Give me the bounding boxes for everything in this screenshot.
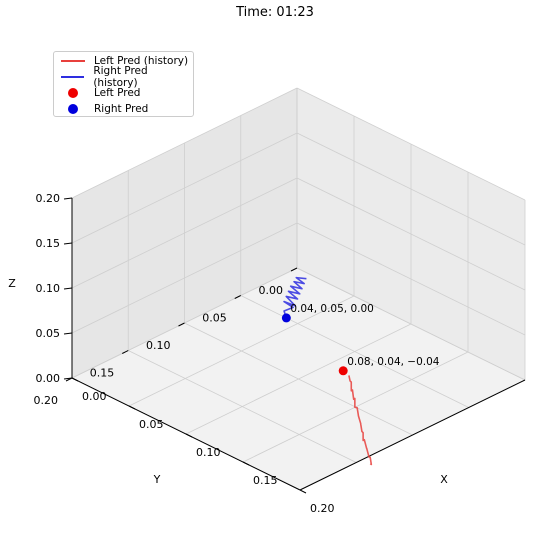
y-tick-mark xyxy=(178,322,185,327)
legend-dot-right xyxy=(68,104,78,114)
z-tick-label: 0.15 xyxy=(36,237,61,250)
legend-line-right xyxy=(61,76,85,78)
x-axis-label: X xyxy=(440,473,448,486)
legend-dot-left xyxy=(68,88,78,98)
grid-line xyxy=(296,177,526,291)
legend: Left Pred (history) Right Pred (history)… xyxy=(53,51,194,117)
legend-entry-right-pred: Right Pred xyxy=(54,101,193,116)
series-line-right xyxy=(283,276,307,319)
y-tick-label: 0.10 xyxy=(146,339,171,352)
legend-entry-left-pred: Left Pred xyxy=(54,85,193,100)
y-tick-mark xyxy=(65,377,73,382)
z-axis-label: Z xyxy=(8,277,16,290)
chart-title: Time: 01:23 xyxy=(236,5,314,20)
x-tick-mark xyxy=(128,405,136,410)
z-tick-label: 0.00 xyxy=(36,372,61,385)
legend-entry-right-history: Right Pred (history) xyxy=(54,65,193,89)
x-tick-mark xyxy=(71,377,79,382)
marker-left-pred xyxy=(338,366,348,376)
x-tick-label: 0.15 xyxy=(253,474,278,487)
x-tick-label: 0.05 xyxy=(139,418,164,431)
legend-line-left xyxy=(61,60,85,62)
grid-line xyxy=(184,322,413,436)
z-tick-label: 0.05 xyxy=(36,327,61,340)
y-tick-mark xyxy=(122,350,129,354)
grid-line xyxy=(71,177,298,289)
marker-label-left: 0.08, 0.04, −0.04 xyxy=(347,356,440,368)
y-tick-label: 0.00 xyxy=(259,284,284,297)
y-tick-label: 0.15 xyxy=(90,367,115,380)
z-tick-mark xyxy=(63,197,73,200)
y-tick-label: 0.20 xyxy=(34,394,59,407)
series-line-left xyxy=(348,375,373,466)
x-tick-mark xyxy=(299,489,307,494)
z-tick-mark xyxy=(63,332,73,335)
grid-line xyxy=(71,87,298,199)
y-axis-label: Y xyxy=(153,473,161,486)
x-tick-label: 0.20 xyxy=(310,502,335,515)
legend-entry-left-history: Left Pred (history) xyxy=(54,53,193,68)
marker-right-pred xyxy=(281,313,291,323)
z-tick-mark xyxy=(63,242,73,245)
y-tick-mark xyxy=(234,295,241,299)
z-tick-label: 0.20 xyxy=(36,192,61,205)
z-tick-label: 0.10 xyxy=(36,282,61,295)
z-tick-mark xyxy=(63,287,73,290)
x-tick-mark xyxy=(185,433,193,438)
x-tick-mark xyxy=(242,461,250,466)
x-tick-label: 0.00 xyxy=(82,390,107,403)
marker-label-right: 0.04, 0.05, 0.00 xyxy=(290,303,374,315)
y-tick-label: 0.05 xyxy=(202,312,227,325)
grid-line xyxy=(128,350,357,463)
x-tick-label: 0.10 xyxy=(196,446,221,459)
y-axis-line xyxy=(299,379,526,491)
grid-line xyxy=(296,87,526,201)
grid-line xyxy=(71,132,298,244)
y-tick-mark xyxy=(290,267,298,272)
grid-line xyxy=(296,132,526,246)
